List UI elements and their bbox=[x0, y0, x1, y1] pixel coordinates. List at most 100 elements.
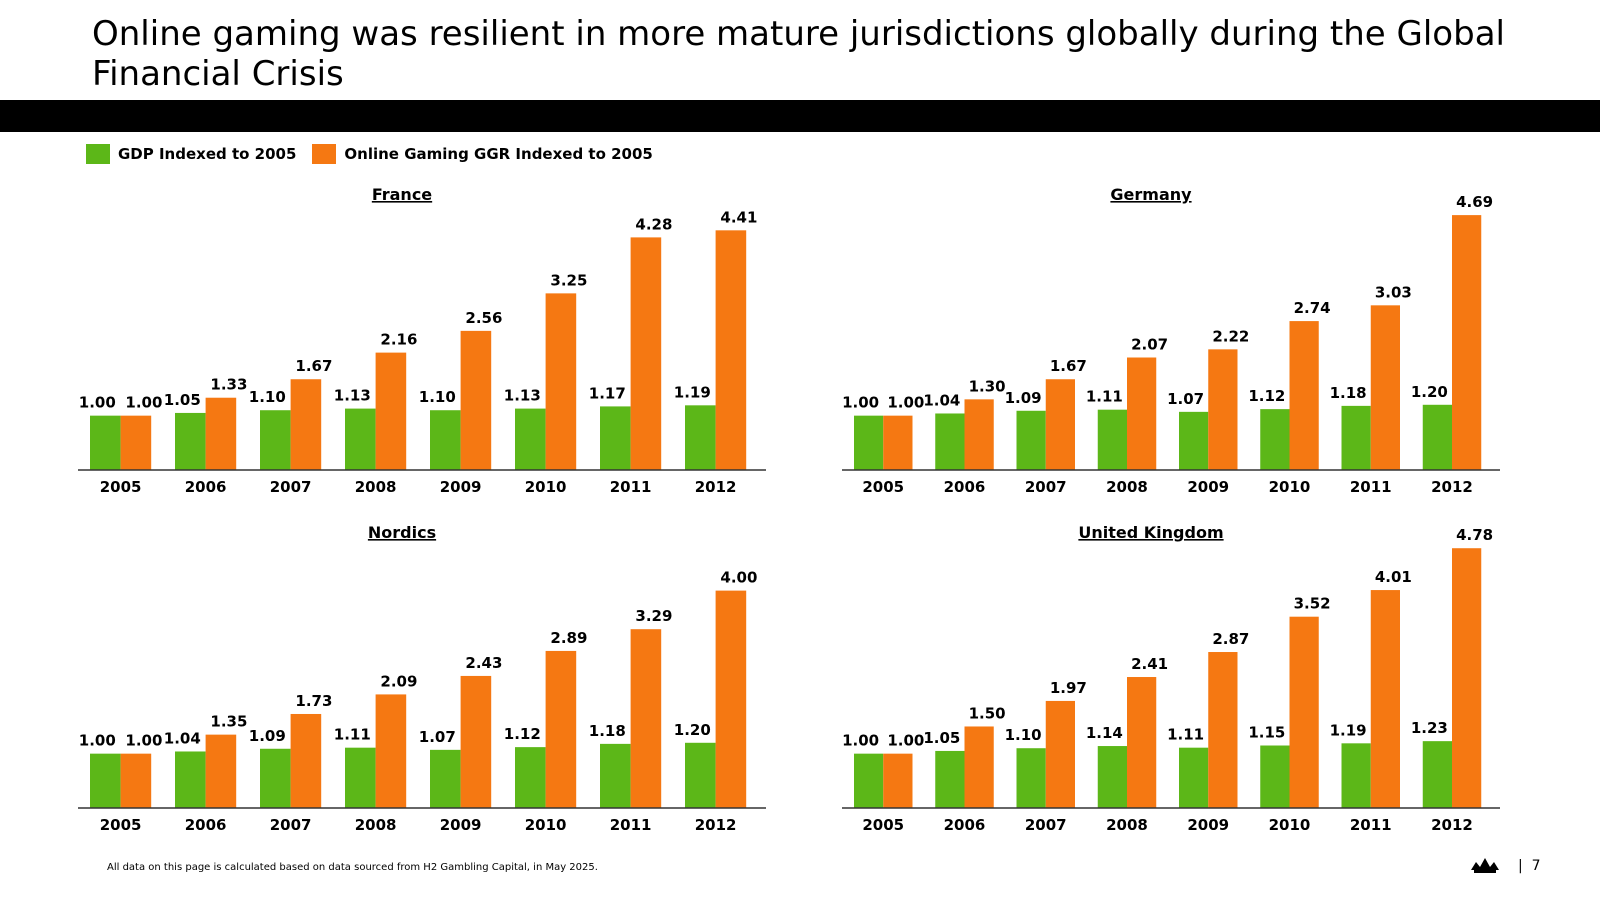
united-kingdom-gdp-bar-2005 bbox=[854, 753, 884, 808]
crown-logo-icon bbox=[1471, 858, 1499, 873]
nordics-gdp-bar-2010 bbox=[515, 747, 546, 808]
nordics-gdp-bar-2012 bbox=[685, 742, 716, 808]
germany-gdp-label-2012: 1.20 bbox=[1411, 383, 1448, 401]
germany-gdp-bar-2011 bbox=[1341, 405, 1371, 470]
france-ggr-bar-2009 bbox=[460, 330, 492, 470]
germany-ggr-bar-2012 bbox=[1452, 215, 1482, 470]
france-tick-2012: 2012 bbox=[695, 478, 737, 496]
united-kingdom-gdp-bar-2006 bbox=[935, 750, 965, 808]
france-gdp-label-2012: 1.19 bbox=[674, 383, 711, 401]
chart-germany: Germany 1.00 1.00 2005 1.04 1.30 2006 1.09 1.67 2… bbox=[842, 185, 1500, 496]
france-gdp-label-2008: 1.13 bbox=[334, 387, 371, 405]
germany-ggr-bar-2006 bbox=[964, 399, 994, 470]
nordics-ggr-label-2009: 2.43 bbox=[465, 654, 502, 672]
germany-gdp-label-2006: 1.04 bbox=[923, 391, 960, 409]
united-kingdom-ggr-bar-2012 bbox=[1452, 548, 1482, 808]
united-kingdom-ggr-label-2006: 1.50 bbox=[969, 704, 1006, 722]
nordics-ggr-bar-2009 bbox=[460, 675, 492, 808]
united-kingdom-tick-2009: 2009 bbox=[1187, 816, 1229, 834]
legend-swatch-gdp bbox=[86, 144, 110, 164]
nordics-gdp-label-2005: 1.00 bbox=[79, 732, 116, 750]
united-kingdom-gdp-label-2005: 1.00 bbox=[842, 732, 879, 750]
nordics-ggr-bar-2010 bbox=[545, 650, 577, 808]
title-band bbox=[0, 100, 1600, 132]
germany-gdp-label-2005: 1.00 bbox=[842, 394, 879, 412]
nordics-ggr-label-2005: 1.00 bbox=[125, 732, 162, 750]
france-ggr-label-2010: 3.25 bbox=[550, 271, 587, 289]
nordics-gdp-label-2009: 1.07 bbox=[419, 728, 456, 746]
nordics-gdp-label-2011: 1.18 bbox=[589, 722, 626, 740]
page-number: | 7 bbox=[1518, 858, 1541, 874]
france-gdp-label-2006: 1.05 bbox=[164, 391, 201, 409]
germany-gdp-bar-2008 bbox=[1097, 409, 1127, 470]
germany-ggr-label-2012: 4.69 bbox=[1456, 193, 1493, 211]
united-kingdom-ggr-label-2011: 4.01 bbox=[1375, 568, 1412, 586]
nordics-tick-2007: 2007 bbox=[270, 816, 312, 834]
united-kingdom-gdp-label-2009: 1.11 bbox=[1167, 726, 1204, 744]
united-kingdom-ggr-label-2008: 2.41 bbox=[1131, 655, 1168, 673]
united-kingdom-ggr-label-2010: 3.52 bbox=[1294, 595, 1331, 613]
france-ggr-bar-2005 bbox=[120, 415, 152, 470]
france-ggr-label-2007: 1.67 bbox=[295, 357, 332, 375]
nordics-tick-2008: 2008 bbox=[355, 816, 397, 834]
france-ggr-bar-2010 bbox=[545, 293, 577, 470]
france-tick-2007: 2007 bbox=[270, 478, 312, 496]
nordics-tick-2005: 2005 bbox=[100, 816, 142, 834]
germany-gdp-bar-2010 bbox=[1260, 409, 1290, 470]
germany-tick-2011: 2011 bbox=[1350, 478, 1392, 496]
france-chart-title: France bbox=[372, 185, 432, 204]
france-ggr-label-2008: 2.16 bbox=[380, 331, 417, 349]
chart-france: France 1.00 1.00 2005 1.05 1.33 2006 1.10 1.67 20… bbox=[78, 185, 766, 496]
france-gdp-bar-2005 bbox=[90, 415, 121, 470]
nordics-ggr-bar-2011 bbox=[630, 629, 662, 808]
united-kingdom-tick-2007: 2007 bbox=[1025, 816, 1067, 834]
france-gdp-label-2005: 1.00 bbox=[79, 394, 116, 412]
germany-ggr-bar-2011 bbox=[1370, 305, 1400, 470]
nordics-gdp-label-2006: 1.04 bbox=[164, 729, 201, 747]
united-kingdom-gdp-label-2008: 1.14 bbox=[1086, 724, 1123, 742]
footer-note: All data on this page is calculated base… bbox=[107, 862, 598, 873]
united-kingdom-ggr-label-2007: 1.97 bbox=[1050, 679, 1087, 697]
germany-tick-2009: 2009 bbox=[1187, 478, 1229, 496]
united-kingdom-ggr-bar-2009 bbox=[1208, 652, 1238, 808]
germany-ggr-bar-2010 bbox=[1289, 321, 1319, 470]
france-gdp-bar-2010 bbox=[515, 408, 546, 470]
nordics-ggr-label-2011: 3.29 bbox=[635, 607, 672, 625]
germany-gdp-bar-2006 bbox=[935, 413, 965, 470]
germany-gdp-label-2008: 1.11 bbox=[1086, 388, 1123, 406]
germany-ggr-label-2006: 1.30 bbox=[969, 377, 1006, 395]
united-kingdom-ggr-bar-2010 bbox=[1289, 616, 1319, 808]
germany-tick-2008: 2008 bbox=[1106, 478, 1148, 496]
france-gdp-label-2007: 1.10 bbox=[249, 388, 286, 406]
legend-label-gdp: GDP Indexed to 2005 bbox=[118, 145, 297, 163]
france-gdp-bar-2008 bbox=[345, 408, 376, 470]
germany-tick-2005: 2005 bbox=[862, 478, 904, 496]
nordics-ggr-bar-2006 bbox=[205, 734, 237, 808]
france-gdp-bar-2006 bbox=[175, 412, 206, 470]
nordics-tick-2006: 2006 bbox=[185, 816, 227, 834]
germany-tick-2006: 2006 bbox=[944, 478, 986, 496]
germany-gdp-bar-2007 bbox=[1016, 410, 1046, 470]
chart-united-kingdom: United Kingdom 1.00 1.00 2005 1.05 1.50 2006 1.… bbox=[842, 523, 1500, 834]
legend-item-ggr: Online Gaming GGR Indexed to 2005 bbox=[312, 144, 653, 164]
nordics-gdp-bar-2008 bbox=[345, 747, 376, 808]
france-gdp-bar-2012 bbox=[685, 405, 716, 470]
united-kingdom-tick-2006: 2006 bbox=[944, 816, 986, 834]
france-gdp-label-2010: 1.13 bbox=[504, 387, 541, 405]
france-ggr-bar-2011 bbox=[630, 237, 662, 470]
united-kingdom-tick-2012: 2012 bbox=[1431, 816, 1473, 834]
germany-gdp-bar-2005 bbox=[854, 415, 884, 470]
united-kingdom-gdp-label-2010: 1.15 bbox=[1248, 724, 1285, 742]
united-kingdom-gdp-bar-2011 bbox=[1341, 743, 1371, 808]
united-kingdom-gdp-bar-2008 bbox=[1097, 746, 1127, 808]
germany-ggr-label-2005: 1.00 bbox=[887, 394, 924, 412]
france-ggr-bar-2008 bbox=[375, 352, 407, 470]
united-kingdom-gdp-bar-2010 bbox=[1260, 745, 1290, 808]
germany-tick-2010: 2010 bbox=[1269, 478, 1311, 496]
germany-ggr-label-2007: 1.67 bbox=[1050, 357, 1087, 375]
page-title: Online gaming was resilient in more matu… bbox=[92, 14, 1505, 94]
nordics-gdp-label-2012: 1.20 bbox=[674, 721, 711, 739]
legend-item-gdp: GDP Indexed to 2005 bbox=[86, 144, 296, 164]
nordics-ggr-label-2008: 2.09 bbox=[380, 672, 417, 690]
united-kingdom-ggr-bar-2006 bbox=[964, 726, 994, 808]
